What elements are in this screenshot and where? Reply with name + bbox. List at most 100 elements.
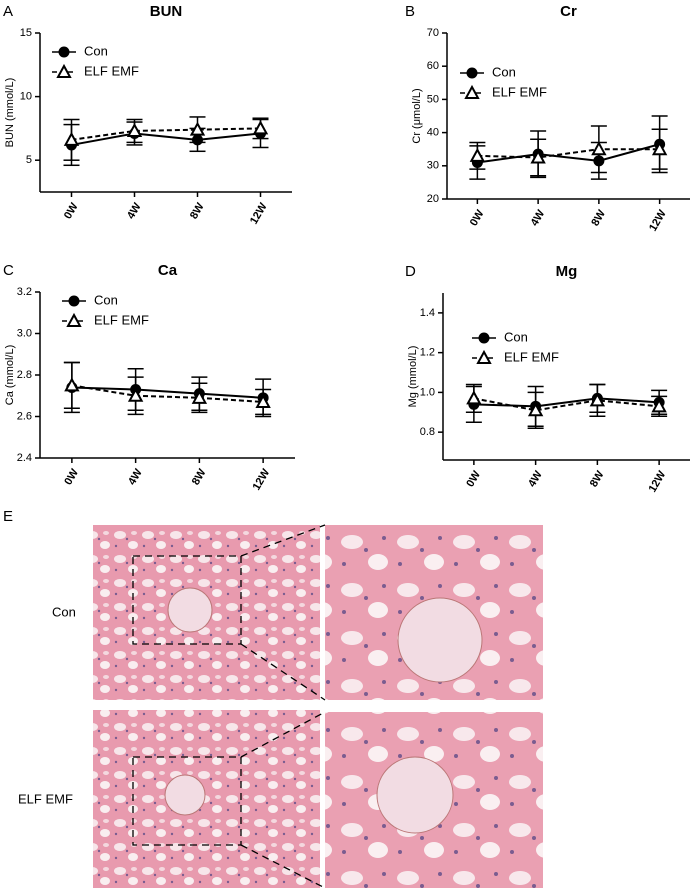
y-axis-label: Ca (mmol/L): [4, 345, 16, 406]
legend-label: ELF EMF: [504, 349, 559, 364]
y-tick-label: 1.2: [420, 347, 435, 359]
y-tick-label: 2.6: [17, 410, 32, 422]
y-tick-label: 30: [427, 160, 439, 172]
x-tick-label: 0W: [464, 468, 483, 489]
legend-marker: [466, 67, 478, 79]
y-tick-label: 5: [26, 154, 32, 166]
zoom-line: [240, 524, 326, 557]
chart-title: Mg: [556, 263, 578, 280]
histology-image: [93, 710, 320, 888]
legend-label: Con: [504, 329, 528, 344]
series-line: [477, 143, 660, 164]
chart: B Cr Cr (μmol/L) 20 30 40 50 60 70 0W 4W 8W 12W Con EL…: [405, 3, 690, 234]
series-line: [71, 386, 264, 399]
panel-label: E: [3, 508, 13, 525]
y-axis-label: Mg (mmol/L): [407, 346, 419, 408]
legend-marker: [68, 295, 80, 307]
marker: [63, 131, 80, 146]
x-tick-label: 8W: [188, 200, 207, 221]
marker: [589, 392, 606, 407]
marker: [64, 377, 80, 392]
legend-label: Con: [94, 292, 118, 307]
y-tick-label: 20: [427, 193, 439, 205]
panel-label: C: [3, 262, 14, 279]
legend-label: Con: [492, 64, 516, 79]
y-tick-label: 3.0: [17, 327, 32, 339]
y-tick-label: 15: [20, 27, 32, 39]
y-axis-label: Cr (μmol/L): [411, 88, 423, 143]
zoom-box: [132, 555, 242, 645]
panel-label: B: [405, 3, 415, 20]
chart-title: BUN: [150, 3, 183, 20]
marker: [651, 141, 668, 156]
series-line: [477, 148, 660, 159]
legend-marker: [66, 312, 82, 327]
x-tick-label: 8W: [589, 207, 608, 228]
row-label: ELF EMF: [18, 791, 73, 806]
marker: [191, 389, 208, 404]
x-tick-label: 12W: [248, 200, 270, 226]
chart: C Ca Ca (mmol/L) 2.4 2.6 2.8 3.0 3.2 0W 4W 8W 12W Co…: [3, 262, 295, 493]
x-tick-label: 4W: [526, 468, 545, 489]
x-tick-label: 12W: [647, 468, 669, 494]
y-tick-label: 2.4: [17, 452, 32, 464]
series-line: [71, 127, 261, 141]
chart: D Mg Mg (mmol/L) 0.8 1.0 1.2 1.4 0W 4W 8W 12W Con EL…: [405, 263, 690, 495]
series-line: [473, 397, 660, 412]
legend-marker: [476, 349, 492, 364]
zoom-line: [240, 643, 326, 701]
marker: [466, 390, 482, 405]
x-tick-label: 12W: [251, 466, 273, 492]
y-tick-label: 60: [427, 60, 439, 72]
x-tick-label: 8W: [190, 466, 209, 487]
legend-marker: [478, 332, 490, 344]
legend-marker: [464, 84, 480, 99]
marker: [530, 149, 546, 164]
y-tick-label: 1.4: [420, 307, 435, 319]
marker: [189, 121, 206, 136]
chart-title: Ca: [158, 262, 178, 279]
legend-label: Con: [84, 43, 108, 58]
marker: [127, 387, 144, 402]
x-tick-label: 0W: [62, 200, 81, 221]
y-tick-label: 70: [427, 27, 439, 39]
y-tick-label: 3.2: [17, 286, 32, 298]
series-line: [71, 132, 261, 146]
glomerulus: [164, 774, 206, 816]
glomerulus: [397, 597, 483, 683]
zoom-line: [240, 711, 326, 758]
y-tick-label: 40: [427, 127, 439, 139]
y-axis-label: BUN (mmol/L): [4, 78, 16, 148]
marker: [126, 122, 143, 137]
marker: [527, 402, 544, 417]
chart-title: Cr: [560, 3, 577, 20]
panel-label: D: [405, 263, 416, 280]
y-tick-label: 10: [20, 91, 32, 103]
y-tick-label: 2.8: [17, 369, 32, 381]
series-line: [473, 397, 660, 408]
x-tick-label: 0W: [62, 466, 81, 487]
zoom-box: [132, 756, 242, 846]
marker: [651, 398, 667, 413]
legend-label: ELF EMF: [94, 312, 149, 327]
x-tick-label: 12W: [647, 207, 669, 233]
marker: [252, 120, 269, 135]
marker: [591, 141, 607, 156]
panel-label: A: [3, 3, 13, 20]
chart: A BUN BUN (mmol/L) 5 10 15 0W 4W 8W 12W Con ELF EMF: [3, 3, 292, 227]
legend-marker: [58, 46, 70, 58]
zoom-line: [240, 844, 326, 889]
histology-panel: E Con ELF EMF: [3, 508, 543, 889]
marker: [469, 147, 486, 162]
x-tick-label: 4W: [125, 200, 144, 221]
y-tick-label: 50: [427, 93, 439, 105]
x-tick-label: 4W: [126, 466, 145, 487]
x-tick-label: 0W: [468, 207, 487, 228]
legend-label: ELF EMF: [492, 84, 547, 99]
row-label: Con: [52, 604, 76, 619]
series-line: [71, 384, 264, 403]
glomerulus: [376, 756, 454, 834]
glomerulus: [167, 587, 213, 633]
y-tick-label: 1.0: [420, 386, 435, 398]
